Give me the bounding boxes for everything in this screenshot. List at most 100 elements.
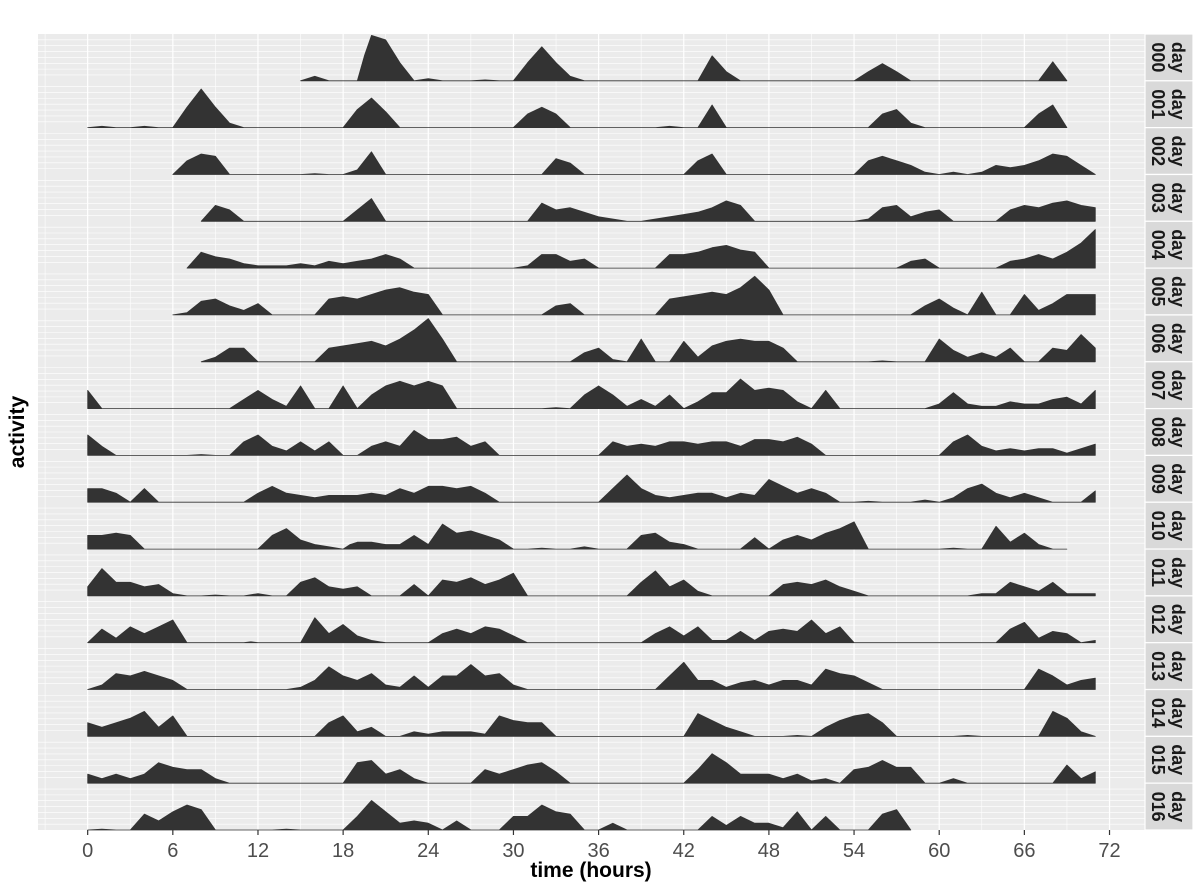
facet-strip-label: day001 bbox=[1148, 89, 1188, 120]
facet-strip-label: day011 bbox=[1148, 557, 1188, 588]
facet-strip-label-line1: day bbox=[1168, 42, 1188, 73]
activity-area-day-002 bbox=[172, 151, 1096, 175]
facet-strip-label-line1: day bbox=[1168, 323, 1188, 354]
facet-strip-label: day004 bbox=[1148, 229, 1188, 260]
facet-strips: day000day001day002day003day004day005day0… bbox=[1144, 33, 1194, 831]
facet-strip: day010 bbox=[1144, 501, 1194, 550]
x-tick-label: 6 bbox=[167, 840, 178, 862]
facet-strip-label-line1: day bbox=[1168, 182, 1188, 213]
facet-strip: day012 bbox=[1144, 595, 1194, 644]
facet-strip-label-line2: 016 bbox=[1148, 792, 1168, 822]
x-tick-label: 0 bbox=[82, 840, 93, 862]
x-axis-title: time (hours) bbox=[530, 859, 651, 882]
facet-strip: day003 bbox=[1144, 173, 1194, 222]
facet-strip-label-line2: 010 bbox=[1148, 511, 1168, 541]
facet-strip-label: day013 bbox=[1148, 651, 1188, 682]
facet-strip-label: day010 bbox=[1148, 510, 1188, 541]
facet-strip-label-line2: 007 bbox=[1148, 370, 1168, 400]
facet-strip: day016 bbox=[1144, 782, 1194, 831]
facet-strip-background bbox=[1144, 688, 1194, 737]
facet-strip: day014 bbox=[1144, 688, 1194, 737]
facet-strip-label-line2: 015 bbox=[1148, 745, 1168, 775]
facet-strip-label-line1: day bbox=[1168, 510, 1188, 541]
facet-strip-label-line2: 005 bbox=[1148, 277, 1168, 307]
facet-strip-label-line1: day bbox=[1168, 370, 1188, 401]
facet-strip-background bbox=[1144, 361, 1194, 410]
facet-strip-label: day005 bbox=[1148, 276, 1188, 307]
x-tick-label: 48 bbox=[758, 840, 780, 862]
facet-strip-label-line1: day bbox=[1168, 791, 1188, 822]
facet-strip: day000 bbox=[1144, 33, 1194, 82]
facet-strip: day005 bbox=[1144, 267, 1194, 316]
activity-area-day-004 bbox=[186, 229, 1096, 269]
activity-area-day-007 bbox=[87, 378, 1096, 409]
facet-strip-label-line1: day bbox=[1168, 89, 1188, 120]
facet-strip-label-line2: 011 bbox=[1148, 558, 1168, 587]
activity-area-day-003 bbox=[200, 198, 1096, 222]
activity-area-day-005 bbox=[172, 275, 1096, 316]
x-tick-label: 72 bbox=[1098, 840, 1120, 862]
facet-strip-background bbox=[1144, 595, 1194, 644]
x-tick-label: 36 bbox=[587, 840, 609, 862]
facet-strip-label: day008 bbox=[1148, 416, 1188, 447]
facet-strip-label-line2: 002 bbox=[1148, 136, 1168, 166]
facet-strip-label-line1: day bbox=[1168, 651, 1188, 682]
facet-strip-label: day003 bbox=[1148, 182, 1188, 213]
facet-strip: day002 bbox=[1144, 127, 1194, 176]
facet-strip-label: day014 bbox=[1148, 697, 1188, 728]
x-axis: 0 6 12 18 24 30 36 42 48 54 60 66 72 bbox=[82, 830, 1121, 862]
facet-strip-label-line1: day bbox=[1168, 229, 1188, 260]
facet-strip-label-line1: day bbox=[1168, 557, 1188, 588]
x-tick-label: 66 bbox=[1013, 840, 1035, 862]
facet-strip: day015 bbox=[1144, 735, 1194, 784]
facet-strip-label: day007 bbox=[1148, 370, 1188, 401]
facet-strip-background bbox=[1144, 501, 1194, 550]
facet-strip-label-line2: 004 bbox=[1148, 230, 1168, 260]
activity-area-day-013 bbox=[87, 661, 1096, 690]
activity-area-day-000 bbox=[300, 35, 1068, 82]
facet-strip-label-line1: day bbox=[1168, 697, 1188, 728]
facet-strip-label-line2: 001 bbox=[1148, 89, 1168, 119]
facet-strip-label-line2: 000 bbox=[1148, 42, 1168, 72]
facet-strip-label-line2: 013 bbox=[1148, 651, 1168, 681]
facet-strip-label: day009 bbox=[1148, 463, 1188, 494]
x-tick-label: 18 bbox=[332, 840, 354, 862]
activity-area-day-015 bbox=[87, 753, 1096, 784]
facet-strip-label: day002 bbox=[1148, 136, 1188, 167]
x-tick-label: 42 bbox=[673, 840, 695, 862]
facet-strip: day001 bbox=[1144, 80, 1194, 129]
activity-area-day-001 bbox=[87, 88, 1068, 128]
facet-strip-background bbox=[1144, 548, 1194, 597]
x-tick-label: 54 bbox=[843, 840, 865, 862]
facet-strip-label: day012 bbox=[1148, 604, 1188, 635]
activity-area-day-006 bbox=[200, 318, 1096, 363]
facet-strip-label-line2: 003 bbox=[1148, 183, 1168, 213]
facet-strip-label-line1: day bbox=[1168, 416, 1188, 447]
facet-strip-background bbox=[1144, 314, 1194, 363]
facet-strip-label: day016 bbox=[1148, 791, 1188, 822]
facet-strip-label-line2: 008 bbox=[1148, 417, 1168, 447]
facet-strip: day004 bbox=[1144, 220, 1194, 269]
activity-area-day-016 bbox=[87, 800, 912, 831]
facet-strip-label-line2: 006 bbox=[1148, 323, 1168, 353]
activity-area-day-011 bbox=[87, 568, 1096, 597]
activity-area-day-009 bbox=[87, 474, 1096, 503]
activity-area-day-008 bbox=[87, 430, 1096, 456]
activity-area-day-010 bbox=[87, 521, 1068, 550]
facet-strip: day011 bbox=[1144, 548, 1194, 597]
grid-lines bbox=[38, 34, 1145, 830]
facet-strip: day013 bbox=[1144, 642, 1194, 691]
facet-strip-label: day006 bbox=[1148, 323, 1188, 354]
facet-strip-label: day015 bbox=[1148, 744, 1188, 775]
y-axis-title: activity bbox=[6, 395, 29, 468]
facet-strip-label-line1: day bbox=[1168, 136, 1188, 167]
facet-strip-background bbox=[1144, 782, 1194, 831]
x-tick-label: 30 bbox=[502, 840, 524, 862]
facet-strip-label-line2: 009 bbox=[1148, 464, 1168, 494]
activity-area-day-012 bbox=[87, 617, 1096, 644]
facet-strip: day006 bbox=[1144, 314, 1194, 363]
facet-strip-label-line1: day bbox=[1168, 744, 1188, 775]
facet-strip-background bbox=[1144, 735, 1194, 784]
facet-strip-label: day000 bbox=[1148, 42, 1188, 73]
